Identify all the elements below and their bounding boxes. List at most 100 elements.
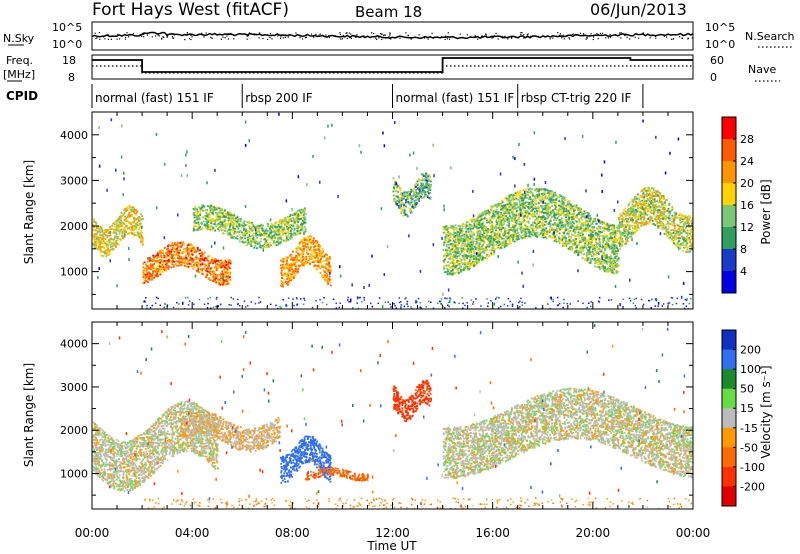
echo-cell — [418, 187, 420, 190]
echo-cell — [280, 238, 283, 241]
date-label: 06/Jun/2013 — [590, 0, 687, 19]
echo-cell — [221, 223, 224, 225]
echo-cell — [240, 226, 243, 228]
search-noise-dot — [477, 38, 479, 40]
search-noise-dot — [447, 32, 449, 34]
echo-cell — [516, 198, 519, 201]
echo-cell — [396, 203, 399, 206]
echo-cell — [197, 258, 200, 261]
echo-cell — [472, 260, 474, 263]
echo-cell — [304, 230, 307, 233]
search-noise-dot — [99, 38, 101, 40]
echo-cell — [156, 259, 159, 262]
echo-cell — [589, 214, 592, 217]
echo-cell — [268, 226, 271, 228]
echo-cell — [153, 267, 156, 270]
echo-cell — [552, 229, 555, 231]
echo-cell — [469, 234, 472, 237]
echo-cell — [104, 249, 107, 251]
echo-cell — [598, 266, 601, 268]
echo-cell — [215, 218, 218, 221]
echo-cell — [515, 232, 517, 235]
echo-cell — [604, 247, 607, 249]
echo-cell — [216, 269, 219, 272]
echo-cell — [301, 227, 304, 230]
echo-cell — [526, 203, 529, 206]
echo-cell — [286, 264, 288, 267]
echo-cell — [128, 226, 130, 229]
echo-cell — [153, 270, 156, 272]
echo-cell — [606, 246, 609, 249]
echo-cell — [287, 221, 290, 223]
echo-cell — [313, 251, 316, 253]
echo-cell — [290, 267, 292, 270]
search-noise-dot — [269, 33, 271, 35]
echo-cell — [455, 236, 457, 238]
echo-cell — [594, 233, 597, 236]
echo-cell — [181, 251, 184, 254]
echo-cell — [587, 223, 589, 225]
echo-cell — [581, 218, 584, 221]
echo-cell — [509, 216, 512, 219]
echo-cell — [611, 227, 614, 230]
search-noise-dot — [432, 37, 434, 39]
echo-cell — [270, 235, 273, 238]
echo-cell — [495, 229, 497, 232]
echo-cell — [566, 220, 569, 223]
echo-cell — [325, 256, 328, 259]
echo-cell — [309, 238, 312, 240]
echo-cell — [410, 201, 413, 204]
echo-cell — [219, 221, 222, 224]
echo-cell — [105, 252, 108, 255]
echo-cell — [176, 246, 179, 248]
echo-cell — [407, 195, 409, 197]
echo-cell — [189, 263, 192, 265]
echo-cell — [469, 219, 472, 222]
echo-cell — [313, 255, 316, 258]
echo-cell — [117, 217, 120, 220]
echo-cell — [186, 246, 189, 249]
echo-cell — [112, 248, 115, 250]
echo-cell — [142, 272, 145, 274]
echo-cell — [569, 205, 572, 208]
echo-cell — [213, 208, 216, 211]
echo-cell — [166, 264, 168, 267]
echo-cell — [122, 237, 124, 240]
echo-cell — [285, 261, 288, 264]
echo-cell — [295, 265, 297, 268]
echo-cell — [109, 225, 111, 228]
echo-cell — [149, 271, 151, 274]
echo-cell — [139, 224, 142, 227]
search-noise-dot — [249, 32, 251, 34]
echo-cell — [554, 191, 556, 194]
echo-cell — [464, 268, 466, 271]
echo-cell — [124, 229, 126, 232]
search-noise-dot — [250, 33, 252, 35]
echo-cell — [316, 253, 318, 256]
echo-cell — [534, 227, 537, 230]
echo-cell — [536, 236, 539, 238]
echo-cell — [231, 214, 233, 217]
echo-cell — [425, 178, 427, 180]
echo-cell — [248, 231, 251, 234]
echo-cell — [252, 235, 255, 238]
echo-cell — [329, 278, 332, 281]
search-noise-dot — [650, 34, 652, 36]
echo-cell — [112, 241, 115, 244]
echo-cell — [567, 235, 570, 238]
search-noise-dot — [339, 32, 341, 34]
echo-cell — [133, 234, 136, 236]
echo-cell — [505, 215, 508, 217]
echo-cell — [296, 271, 299, 274]
echo-cell — [96, 237, 99, 240]
echo-cell — [303, 210, 305, 213]
echo-cell — [611, 225, 614, 228]
echo-cell — [296, 232, 299, 235]
search-noise-dot — [186, 33, 188, 35]
echo-cell — [429, 185, 431, 188]
echo-cell — [284, 273, 286, 275]
echo-cell — [302, 265, 305, 267]
echo-cell — [224, 228, 227, 230]
echo-cell — [305, 239, 308, 242]
echo-cell — [248, 230, 251, 233]
